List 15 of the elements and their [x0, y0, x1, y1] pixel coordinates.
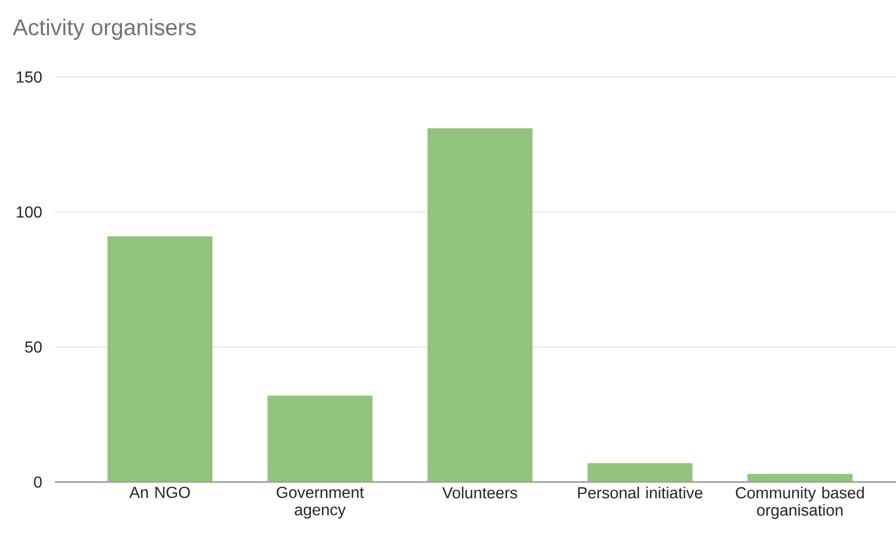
bar [267, 396, 372, 482]
bar [588, 463, 692, 482]
bar [107, 236, 212, 482]
x-tick-label: Personal initiative [578, 486, 702, 498]
x-tick-label: An NGO [129, 486, 190, 498]
chart-title: Activity organisers [12, 18, 196, 40]
y-tick-label: 0 [34, 476, 42, 488]
y-tick-label: 50 [25, 341, 42, 353]
bar [428, 128, 532, 482]
y-tick-label: 150 [16, 71, 42, 83]
x-tick-label: Government agency [276, 486, 364, 519]
x-tick-label: Volunteers [442, 486, 518, 498]
y-tick-label: 100 [16, 206, 42, 218]
bar [748, 474, 852, 482]
x-tick-label: Community based organisation [736, 486, 864, 519]
